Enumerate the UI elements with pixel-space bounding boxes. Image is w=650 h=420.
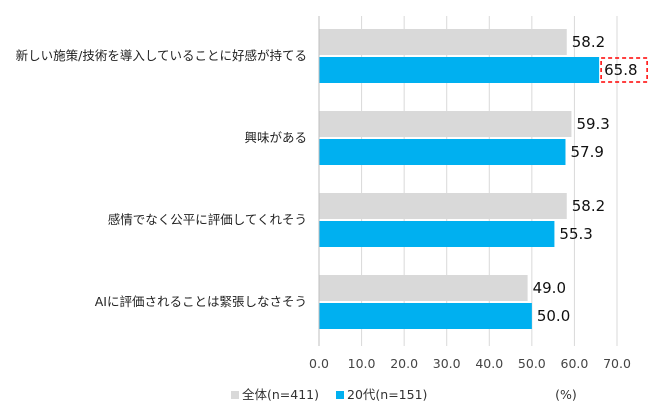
unit-label: (%): [555, 387, 577, 402]
x-tick-label: 40.0: [475, 356, 503, 371]
x-tick-label: 30.0: [433, 356, 461, 371]
bar-all: [319, 193, 567, 219]
bar-twenties: [319, 57, 600, 83]
legend-label: 20代(n=151): [347, 387, 427, 402]
value-label: 55.3: [559, 225, 592, 243]
bar-twenties: [319, 221, 555, 247]
value-label: 50.0: [537, 307, 570, 325]
bars: [319, 29, 600, 329]
x-tick-label: 10.0: [348, 356, 376, 371]
x-tick-label: 70.0: [603, 356, 631, 371]
legend-swatch: [336, 391, 344, 399]
legend: 全体(n=411) 20代(n=151): [231, 387, 427, 402]
bar-all: [319, 275, 528, 301]
highlight-box: [600, 57, 648, 83]
value-label: 59.3: [576, 115, 609, 133]
x-tick-label: 20.0: [390, 356, 418, 371]
value-label: 58.2: [572, 197, 605, 215]
x-tick-label: 60.0: [561, 356, 589, 371]
legend-label: 全体(n=411): [242, 387, 319, 402]
category-label: 感情でなく公平に評価してくれそう: [108, 212, 307, 227]
bar-all: [319, 29, 567, 55]
bar-all: [319, 111, 572, 137]
category-label: 新しい施策/技術を導入していることに好感が持てる: [16, 48, 307, 63]
legend-swatch: [231, 391, 239, 399]
category-labels: 新しい施策/技術を導入していることに好感が持てる興味がある感情でなく公平に評価し…: [16, 48, 307, 309]
bar-twenties: [319, 139, 566, 165]
value-label: 57.9: [570, 143, 603, 161]
category-label: 興味がある: [244, 130, 307, 145]
value-label: 65.8: [604, 61, 637, 79]
category-label: AIに評価されることは緊張しなさそう: [95, 294, 307, 309]
value-labels: 58.2 65.8 59.3 57.9 58.2 55.3 49.0 50.0: [533, 33, 648, 325]
value-label: 49.0: [533, 279, 566, 297]
value-label: 58.2: [572, 33, 605, 51]
bar-twenties: [319, 303, 532, 329]
x-axis: 0.0 10.0 20.0 30.0 40.0 50.0 60.0 70.0: [309, 16, 631, 371]
x-tick-label: 0.0: [309, 356, 329, 371]
x-tick-label: 50.0: [518, 356, 546, 371]
